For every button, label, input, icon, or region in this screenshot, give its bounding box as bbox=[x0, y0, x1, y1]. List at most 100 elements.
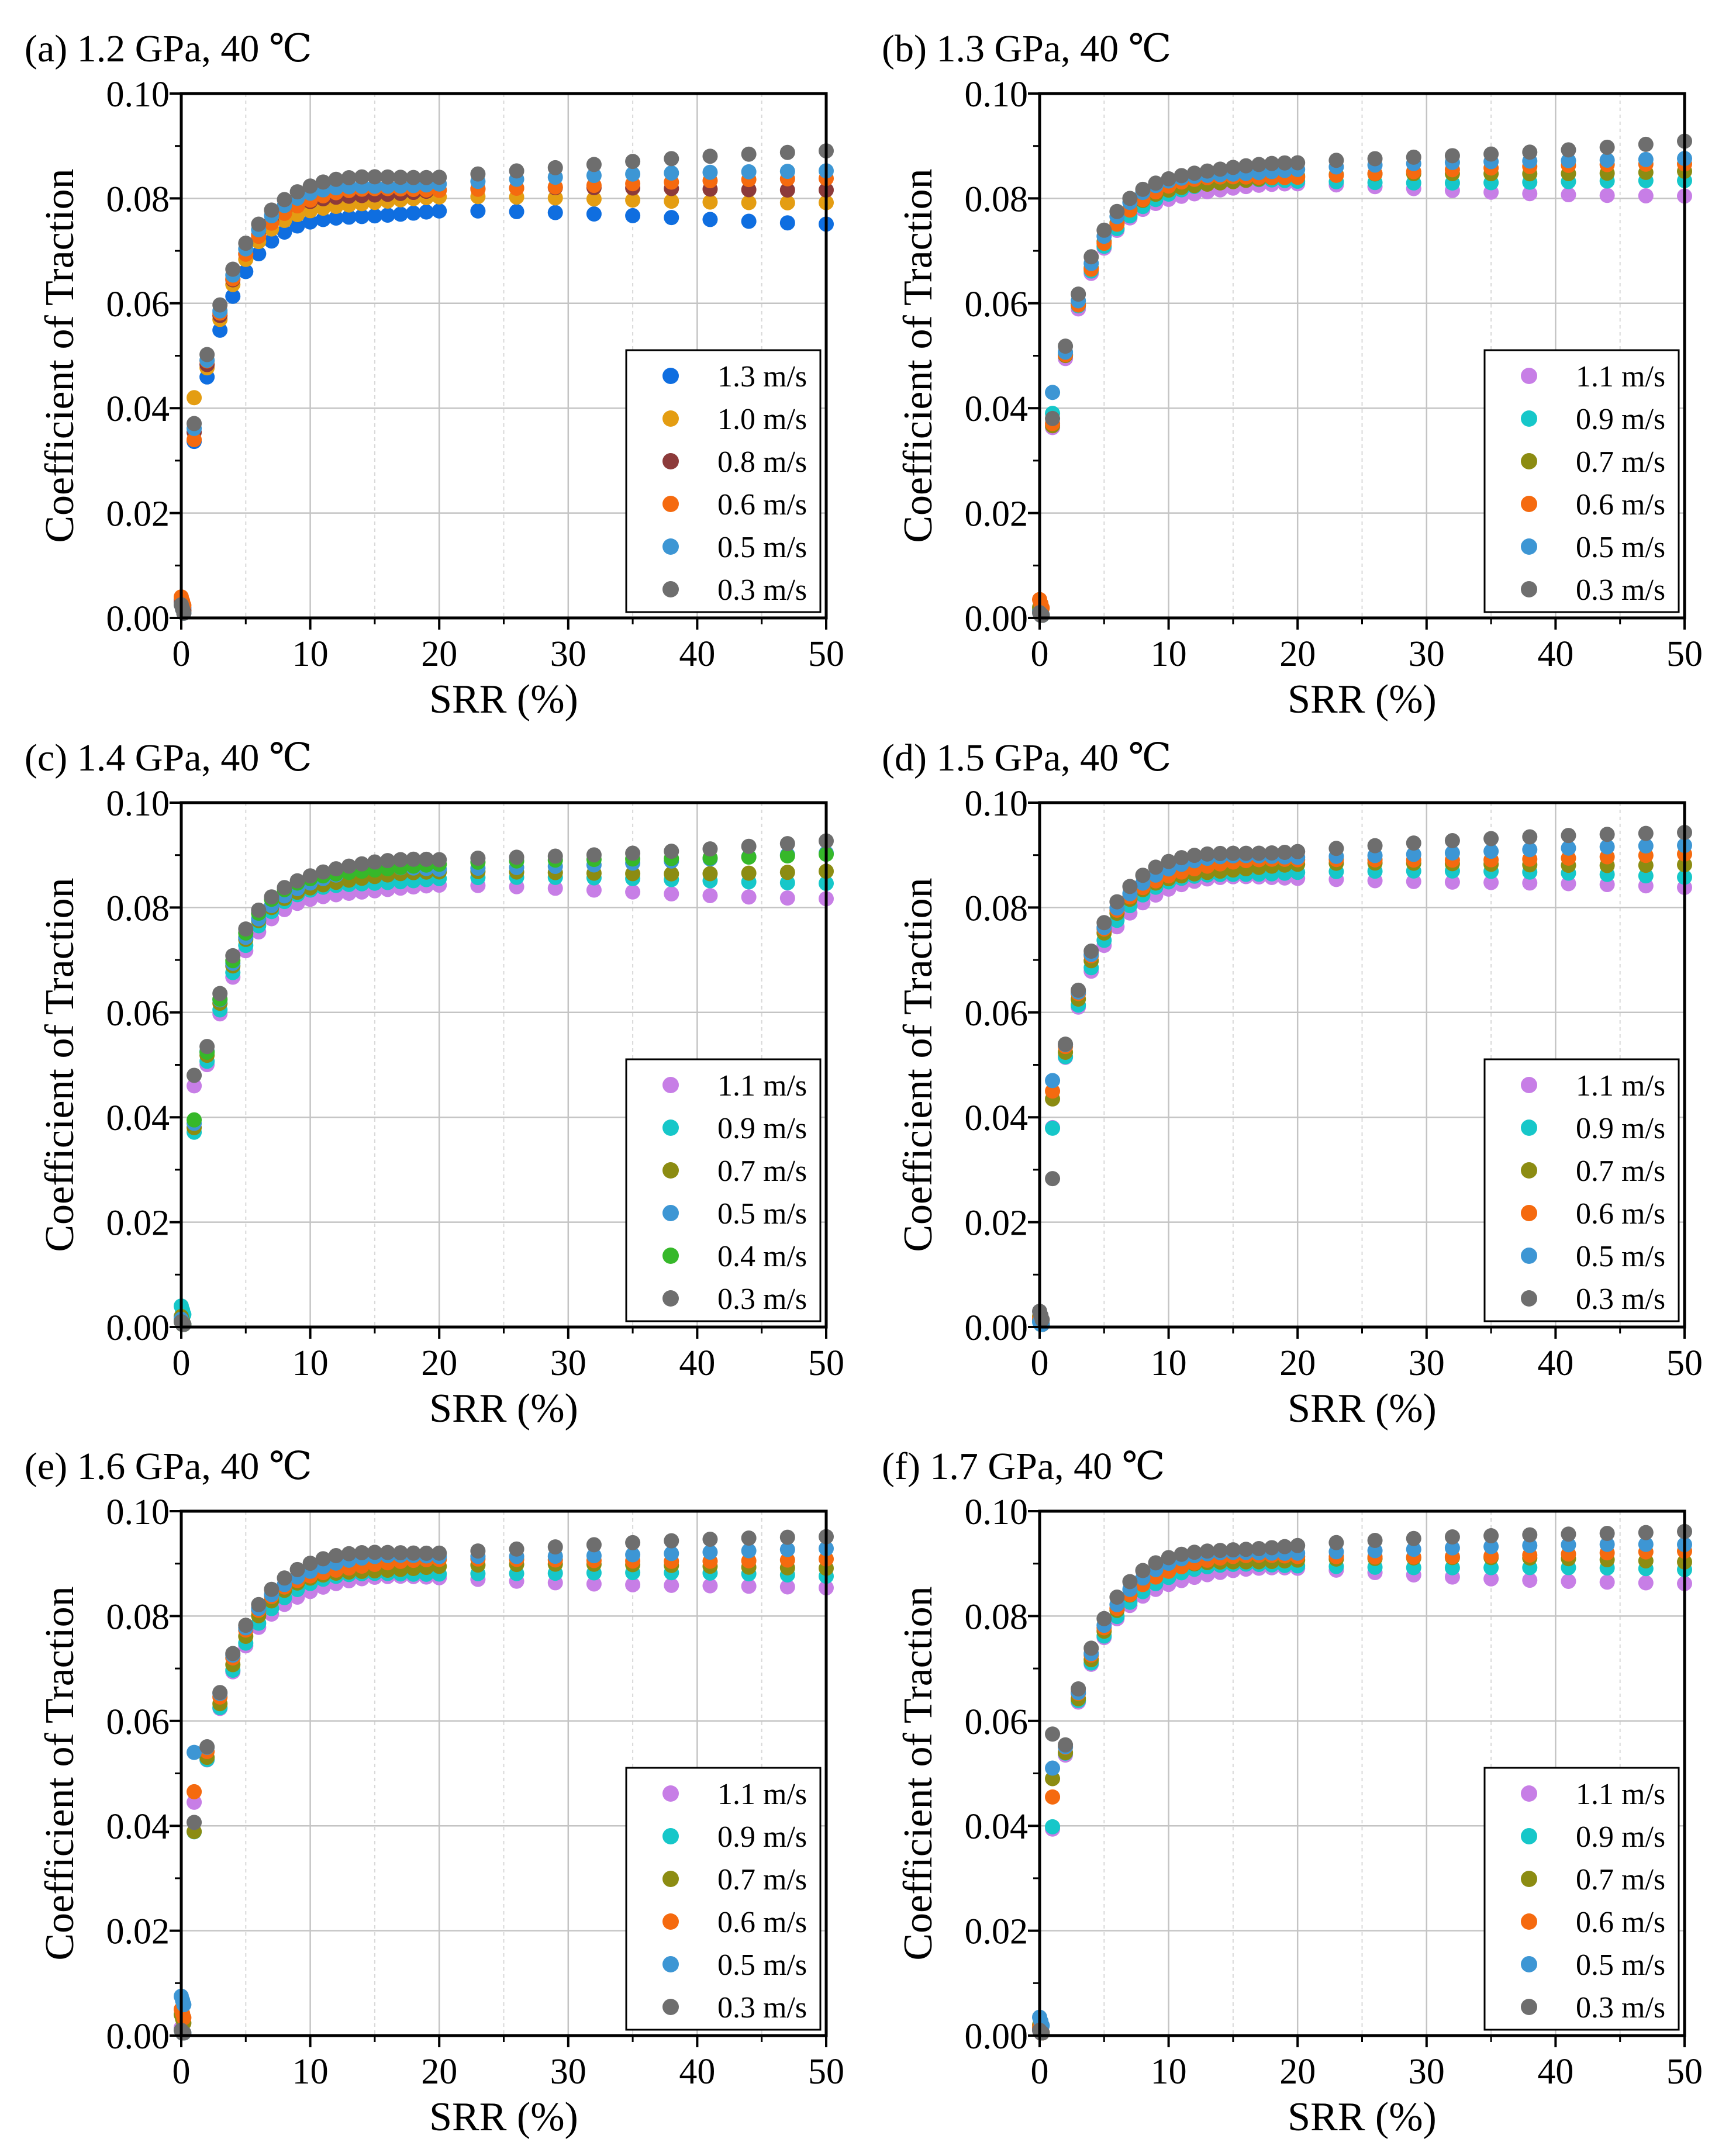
y-axis-label: Coefficient of Traction bbox=[896, 877, 941, 1252]
data-point bbox=[586, 847, 602, 863]
y-tick-label: 0.02 bbox=[965, 495, 1029, 534]
chart-panel-f: (f) 1.7 GPa, 40 ℃ 0 10 20 30 40 50 0.00 0.02 0.04… bbox=[882, 1445, 1703, 2140]
data-point bbox=[187, 1784, 202, 1799]
data-point bbox=[251, 216, 267, 232]
data-point bbox=[367, 1545, 382, 1560]
data-point bbox=[315, 174, 331, 190]
data-point bbox=[277, 1570, 292, 1586]
data-point bbox=[1638, 1536, 1654, 1552]
data-point bbox=[1599, 839, 1615, 855]
data-point bbox=[1071, 982, 1086, 998]
data-point bbox=[419, 1545, 434, 1561]
x-tick-label: 50 bbox=[808, 634, 844, 674]
y-tick-label: 0.04 bbox=[106, 389, 170, 429]
data-point bbox=[664, 1577, 679, 1593]
data-point bbox=[625, 166, 641, 182]
data-point bbox=[1096, 915, 1112, 931]
y-tick-label: 0.10 bbox=[965, 784, 1029, 824]
legend-marker bbox=[1521, 1248, 1537, 1264]
data-point bbox=[187, 1794, 202, 1810]
x-tick-label: 30 bbox=[550, 1343, 586, 1383]
y-tick-label: 0.08 bbox=[965, 179, 1029, 219]
x-tick-label: 20 bbox=[421, 1343, 457, 1383]
legend-marker bbox=[1521, 538, 1537, 555]
data-point bbox=[419, 851, 434, 867]
data-point bbox=[1034, 1312, 1050, 1328]
legend-label: 0.3 m/s bbox=[1576, 573, 1665, 607]
data-point bbox=[1483, 1528, 1499, 1544]
legend-label: 0.7 m/s bbox=[1576, 1155, 1665, 1188]
data-point bbox=[1328, 1535, 1344, 1550]
legend-marker bbox=[662, 368, 679, 384]
data-point bbox=[393, 1545, 409, 1561]
data-point bbox=[432, 170, 447, 185]
data-point bbox=[702, 1545, 718, 1560]
data-points bbox=[1032, 1523, 1692, 2041]
legend-label: 0.9 m/s bbox=[1576, 1820, 1665, 1854]
legend-label: 0.6 m/s bbox=[1576, 1197, 1665, 1231]
data-point bbox=[779, 164, 795, 179]
legend-label: 1.1 m/s bbox=[1576, 360, 1665, 393]
data-point bbox=[1522, 186, 1538, 202]
data-points bbox=[174, 833, 834, 1332]
data-point bbox=[302, 868, 318, 884]
data-point bbox=[1599, 1536, 1615, 1552]
data-point bbox=[664, 844, 679, 859]
series-points bbox=[174, 1529, 834, 2041]
legend-marker bbox=[1521, 1785, 1537, 1802]
x-tick-label: 20 bbox=[1279, 2052, 1316, 2092]
x-axis-label: SRR (%) bbox=[1288, 2095, 1437, 2140]
legend-marker bbox=[662, 1290, 679, 1307]
y-tick-label: 0.04 bbox=[965, 1098, 1029, 1138]
y-axis-label: Coefficient of Traction bbox=[37, 1586, 82, 1960]
legend-box bbox=[1483, 1767, 1680, 2031]
legend-label: 0.5 m/s bbox=[717, 531, 807, 564]
legend-label: 0.3 m/s bbox=[717, 573, 807, 607]
data-point bbox=[1599, 1526, 1615, 1542]
legend-box bbox=[625, 349, 822, 613]
x-tick-label: 20 bbox=[1279, 1343, 1316, 1383]
data-point bbox=[1277, 155, 1293, 171]
data-point bbox=[470, 203, 486, 219]
y-tick-label: 0.06 bbox=[965, 285, 1029, 324]
data-point bbox=[741, 1578, 757, 1594]
panel-title: (c) 1.4 GPa, 40 ℃ bbox=[25, 737, 312, 779]
data-point bbox=[586, 191, 602, 207]
x-tick-label: 30 bbox=[550, 2052, 586, 2092]
data-point bbox=[1212, 1543, 1228, 1559]
panel-title: (e) 1.6 GPa, 40 ℃ bbox=[25, 1445, 312, 1488]
data-point bbox=[354, 209, 370, 224]
data-point bbox=[702, 841, 718, 857]
legend-box bbox=[1483, 1058, 1680, 1322]
data-point bbox=[1186, 1545, 1202, 1560]
legend-marker bbox=[662, 453, 679, 469]
legend: 1.1 m/s 0.9 m/s 0.7 m/s 0.6 m/s 0.5 m/s 0.3 m… bbox=[1483, 1058, 1680, 1322]
data-point bbox=[406, 170, 422, 185]
data-point bbox=[1122, 191, 1138, 206]
x-tick-label: 0 bbox=[1031, 1343, 1049, 1383]
data-point bbox=[1599, 139, 1615, 155]
data-point bbox=[586, 206, 602, 222]
data-point bbox=[406, 1545, 422, 1561]
data-point bbox=[379, 1545, 395, 1560]
data-point bbox=[586, 157, 602, 172]
data-point bbox=[702, 887, 718, 903]
y-tick-label: 0.04 bbox=[965, 1807, 1029, 1847]
x-tick-label: 50 bbox=[808, 2052, 844, 2092]
y-tick-label: 0.10 bbox=[965, 75, 1029, 115]
legend-label: 0.7 m/s bbox=[1576, 445, 1665, 479]
data-point bbox=[379, 207, 395, 223]
data-point bbox=[1599, 188, 1615, 203]
data-point bbox=[1277, 845, 1293, 861]
data-point bbox=[470, 850, 486, 866]
x-tick-label: 10 bbox=[1151, 634, 1187, 674]
data-point bbox=[289, 218, 305, 234]
data-point bbox=[264, 1581, 279, 1597]
data-point bbox=[1083, 1640, 1099, 1656]
data-point bbox=[1483, 844, 1499, 859]
data-point bbox=[1199, 846, 1215, 862]
legend-label: 0.5 m/s bbox=[1576, 1948, 1665, 1982]
legend-marker bbox=[662, 1205, 679, 1221]
series-points bbox=[174, 143, 834, 621]
y-tick-label: 0.10 bbox=[106, 75, 170, 115]
